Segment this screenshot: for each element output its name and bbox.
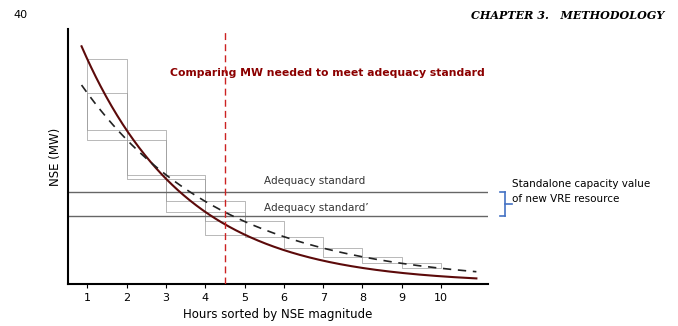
X-axis label: Hours sorted by NSE magnitude: Hours sorted by NSE magnitude xyxy=(183,308,373,321)
Text: Adequacy standard: Adequacy standard xyxy=(264,175,365,185)
Text: Adequacy standard’: Adequacy standard’ xyxy=(264,203,369,213)
Text: Standalone capacity value: Standalone capacity value xyxy=(512,179,650,189)
Text: CHAPTER 3.   METHODOLOGY: CHAPTER 3. METHODOLOGY xyxy=(471,10,664,21)
Text: Comparing MW needed to meet adequacy standard: Comparing MW needed to meet adequacy sta… xyxy=(170,68,485,78)
Y-axis label: NSE (MW): NSE (MW) xyxy=(49,127,62,185)
Text: 40: 40 xyxy=(14,10,28,20)
Text: of new VRE resource: of new VRE resource xyxy=(512,194,619,204)
